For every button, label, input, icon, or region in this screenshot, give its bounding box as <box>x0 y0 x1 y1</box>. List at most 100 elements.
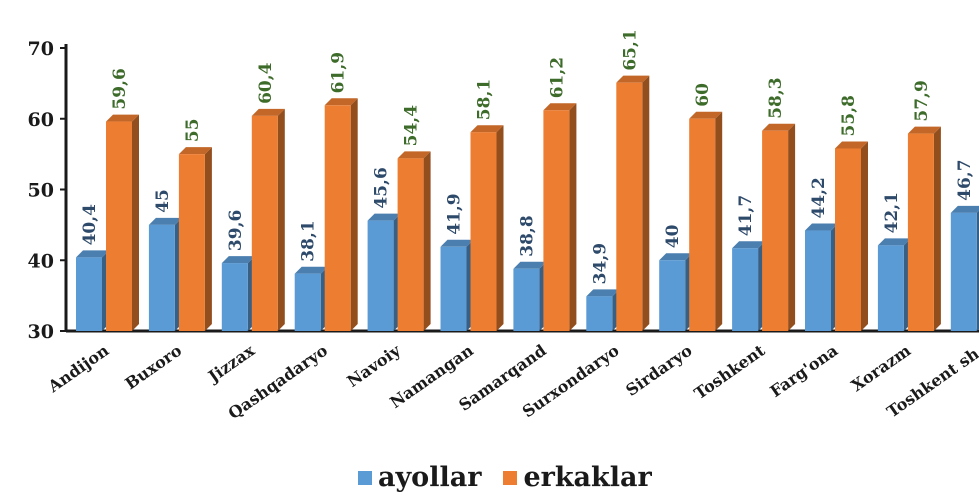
x-tick-label: Jizzax <box>203 340 258 387</box>
bar-erkaklar <box>907 133 934 331</box>
data-label-erkaklar: 59,6 <box>110 68 130 109</box>
data-label-erkaklar: 58,1 <box>475 79 495 120</box>
x-tick-label: Toshkent <box>691 340 769 403</box>
bar-erkaklar <box>178 154 205 331</box>
data-label-erkaklar: 60,4 <box>256 62 276 104</box>
bar-side-erkaklar <box>423 151 431 331</box>
bar-erkaklar <box>543 110 570 331</box>
data-label-ayollar: 38,1 <box>299 220 319 261</box>
legend-swatch-ayollar <box>358 470 372 485</box>
data-label-ayollar: 38,8 <box>517 215 537 256</box>
data-label-ayollar: 45,6 <box>372 167 392 208</box>
bar-erkaklar <box>689 118 716 331</box>
bar-ayollar <box>148 224 175 331</box>
data-label-ayollar: 39,6 <box>226 210 246 251</box>
data-label-ayollar: 41,9 <box>445 193 465 234</box>
bar-top-ayollar <box>76 250 109 258</box>
x-tick-label: Buxoro <box>121 341 185 394</box>
bar-erkaklar <box>251 115 278 331</box>
bar-top-erkaklar <box>324 98 358 106</box>
bar-ayollar <box>732 248 759 331</box>
bar-top-ayollar <box>440 239 474 247</box>
data-label-erkaklar: 55 <box>183 118 203 142</box>
bar-ayollar <box>367 220 394 331</box>
data-label-erkaklar: 57,9 <box>912 80 932 121</box>
legend-item-ayollar: ayollar <box>358 462 481 493</box>
bar-top-erkaklar <box>470 125 504 133</box>
bar-erkaklar <box>835 148 861 331</box>
bar-ayollar <box>659 260 686 331</box>
bar-side-erkaklar <box>715 111 723 331</box>
bar-side-erkaklar <box>569 103 577 331</box>
data-label-erkaklar: 55,8 <box>839 95 859 136</box>
bar-top-erkaklar <box>835 141 868 149</box>
data-label-ayollar: 45 <box>153 189 173 213</box>
bar-side-erkaklar <box>496 125 504 331</box>
bar-side-erkaklar <box>350 98 358 332</box>
bar-top-ayollar <box>732 241 766 249</box>
data-label-ayollar: 46,7 <box>955 159 975 200</box>
data-label-erkaklar: 61,9 <box>329 52 349 93</box>
bar-top-erkaklar <box>251 108 285 116</box>
data-label-erkaklar: 60 <box>693 83 713 107</box>
y-tick-label: 30 <box>28 321 54 343</box>
legend-label-erkaklar: erkaklar <box>523 462 652 493</box>
bar-top-ayollar <box>513 261 547 269</box>
bar-top-erkaklar <box>907 126 941 134</box>
data-label-erkaklar: 54,4 <box>402 105 422 147</box>
bar-erkaklar <box>106 121 132 331</box>
bar-ayollar <box>950 212 977 331</box>
y-tick-label: 70 <box>28 38 54 60</box>
legend-swatch-erkaklar <box>503 470 518 485</box>
bar-side-erkaklar <box>642 75 650 331</box>
bar-top-erkaklar <box>543 103 577 111</box>
y-tick-label: 60 <box>28 109 54 131</box>
bar-ayollar <box>76 257 102 331</box>
bar-ayollar <box>440 246 467 331</box>
legend-item-erkaklar: erkaklar <box>503 462 652 493</box>
bar-ayollar <box>221 263 248 331</box>
bar-ayollar <box>877 245 904 331</box>
bar-erkaklar <box>616 82 643 331</box>
bar-top-erkaklar <box>397 151 431 159</box>
data-label-ayollar: 42,1 <box>882 192 902 233</box>
bar-top-ayollar <box>294 266 328 274</box>
bar-ayollar <box>805 230 831 331</box>
bar-top-ayollar <box>659 253 693 261</box>
bar-top-ayollar <box>950 205 979 213</box>
bar-side-erkaklar <box>277 108 285 331</box>
bar-top-ayollar <box>586 289 620 297</box>
data-label-ayollar: 44,2 <box>809 177 829 218</box>
bar-erkaklar <box>762 130 789 331</box>
bar-top-erkaklar <box>689 111 723 119</box>
bar-top-erkaklar <box>762 123 796 131</box>
bar-ayollar <box>513 268 540 331</box>
bar-side-erkaklar <box>788 123 796 331</box>
data-label-erkaklar: 65,1 <box>620 29 640 70</box>
bar-top-ayollar <box>221 256 255 264</box>
bar-side-erkaklar <box>933 126 941 331</box>
y-tick-label: 40 <box>28 250 54 272</box>
bar-top-ayollar <box>877 238 911 246</box>
bar-top-erkaklar <box>106 114 139 122</box>
chart-marks: 30 40 50 60 70 40,4 59,6 Andijon 45 55 Buxoro 39,6 6… <box>28 29 979 423</box>
x-tick-label: Xorazm <box>848 341 915 396</box>
data-label-erkaklar: 58,3 <box>766 77 786 118</box>
data-label-ayollar: 41,7 <box>736 195 756 236</box>
bar-top-erkaklar <box>178 147 212 155</box>
bar-top-erkaklar <box>616 75 650 83</box>
data-label-ayollar: 40 <box>663 224 683 248</box>
bar-top-ayollar <box>148 217 182 225</box>
bar-ayollar <box>586 296 613 331</box>
y-tick-label: 50 <box>28 180 54 202</box>
bar-erkaklar <box>324 105 351 332</box>
legend-label-ayollar: ayollar <box>378 462 482 493</box>
data-label-ayollar: 34,9 <box>590 243 610 284</box>
bar-top-ayollar <box>367 213 401 221</box>
x-tick-label: Farg'ona <box>766 341 841 401</box>
x-tick-label: Navoiy <box>344 340 405 391</box>
bar-top-ayollar <box>805 223 838 231</box>
bar-ayollar <box>294 273 321 331</box>
data-label-ayollar: 40,4 <box>80 204 100 246</box>
